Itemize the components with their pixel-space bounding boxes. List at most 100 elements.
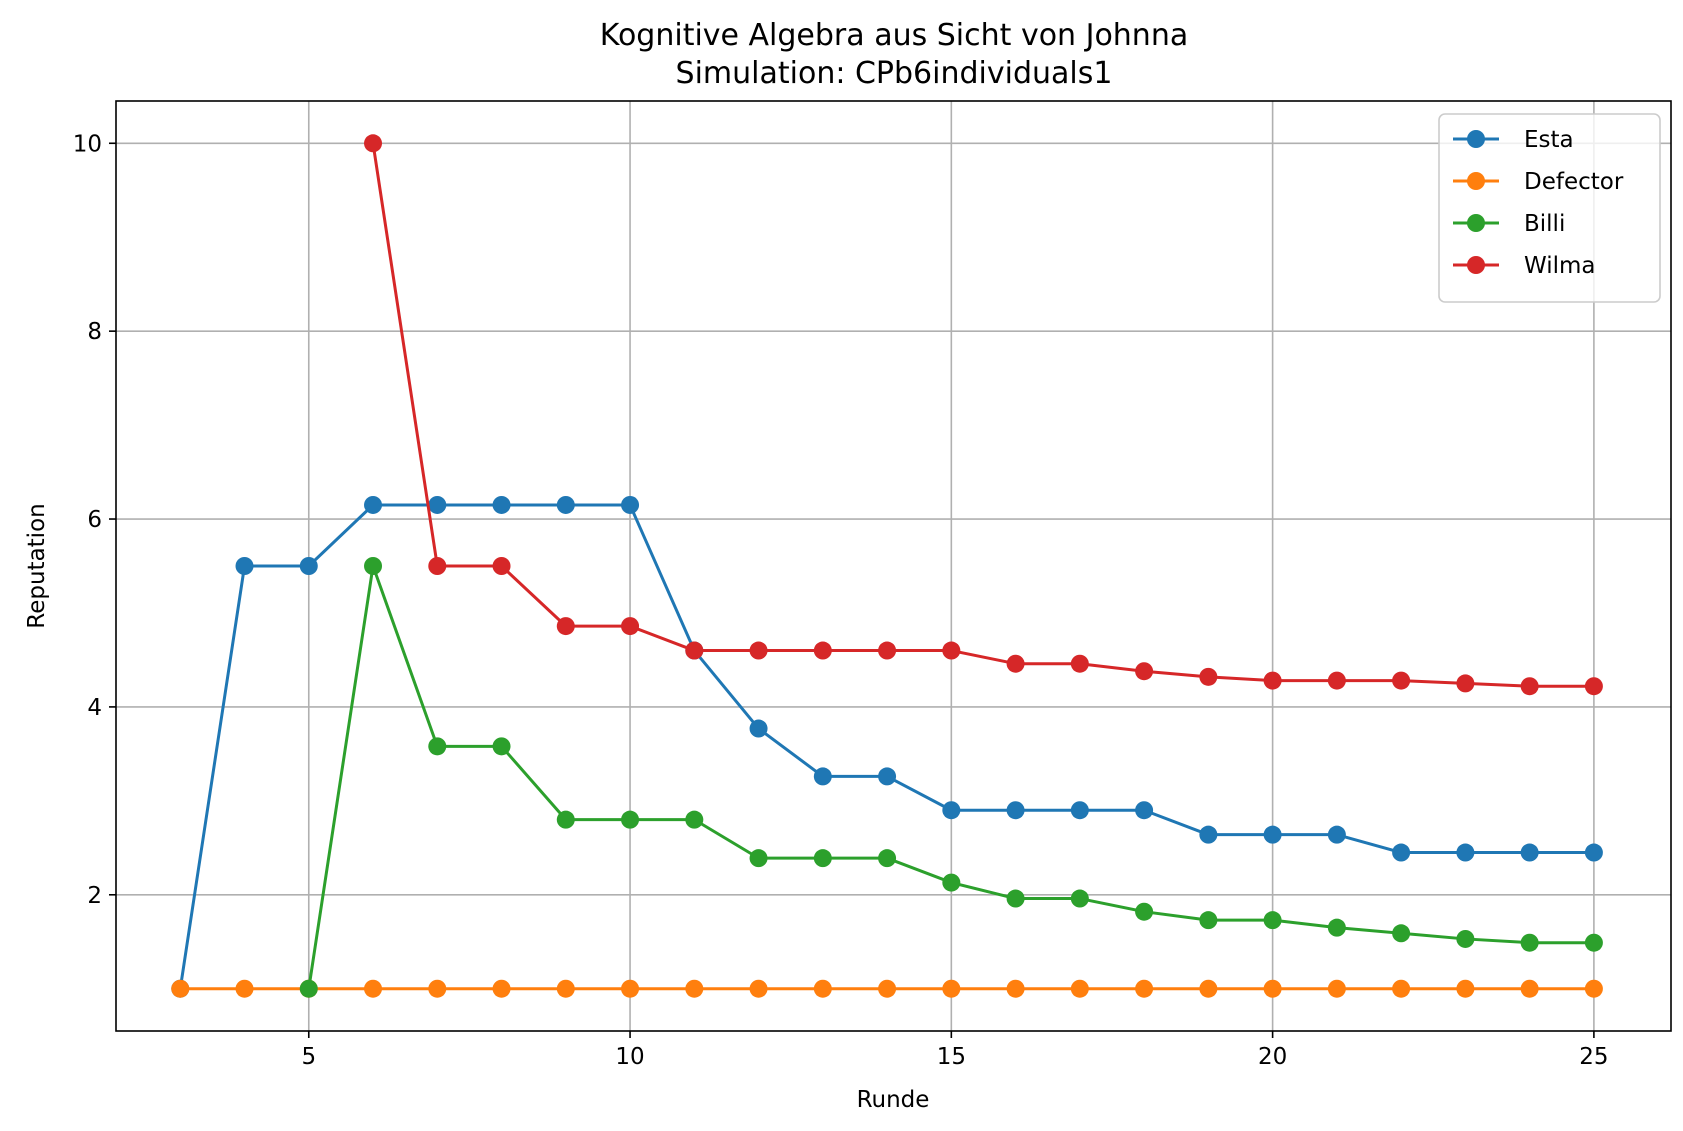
data-point-esta [749,719,768,738]
data-point-defector [1070,979,1089,998]
data-point-defector [1135,979,1154,998]
data-point-defector [428,979,447,998]
series-line-esta [178,503,1594,989]
legend-label-wilma: Wilma [1524,253,1596,279]
data-point-defector [1199,979,1218,998]
data-point-esta [942,801,961,820]
data-point-esta [1135,801,1154,820]
data-point-esta [878,767,897,786]
data-point-defector [878,979,897,998]
data-point-esta [1584,843,1603,862]
data-point-esta [428,495,447,514]
series-line-wilma [371,143,1594,688]
data-point-wilma [1456,674,1475,693]
data-point-billi [492,737,511,756]
data-point-esta [235,557,254,575]
data-point-wilma [749,641,768,660]
data-point-wilma [1263,671,1282,690]
data-point-defector [364,979,383,998]
grid-lines [116,101,1671,1031]
data-point-esta [1006,801,1025,820]
data-point-wilma [1135,662,1154,681]
legend-label-esta: Esta [1524,127,1574,153]
y-tick-label: 2 [87,883,102,909]
legend-marker-defector [1467,172,1485,190]
data-point-wilma [685,641,704,660]
data-point-defector [621,979,640,998]
data-point-esta [813,767,832,786]
data-point-esta [1070,801,1089,820]
legend-marker-billi [1467,214,1485,232]
data-point-defector [492,979,511,998]
data-point-esta [1263,825,1282,844]
data-point-esta [364,495,383,514]
data-point-defector [685,979,704,998]
data-point-esta [1199,825,1218,844]
data-point-wilma [428,557,447,575]
data-point-defector [1327,979,1346,998]
data-point-defector [813,979,832,998]
data-point-billi [1263,911,1282,930]
chart-subtitle: Simulation: CPb6individuals1 [676,56,1113,91]
data-point-defector [1006,979,1025,998]
y-axis-ticks: 2 4 6 8 10 [73,131,116,909]
data-point-billi [685,810,704,829]
data-point-defector [749,979,768,998]
legend-item-esta: Esta [1453,127,1574,153]
series-esta [171,495,1603,998]
x-tick-label: 5 [301,1044,316,1070]
data-point-esta [492,495,511,514]
y-tick-label: 6 [87,507,102,533]
data-point-defector [556,979,575,998]
legend-label-billi: Billi [1524,211,1565,237]
data-point-esta [621,495,640,514]
data-point-esta [1520,843,1539,862]
series-defector [171,979,1603,998]
legend-label-defector: Defector [1524,169,1624,195]
plot-frame [115,100,1672,1032]
x-tick-label: 10 [615,1044,644,1070]
data-point-billi [1392,924,1411,943]
data-point-billi [299,979,318,998]
legend-box [1438,113,1661,303]
data-point-billi [1327,918,1346,937]
data-point-esta [299,557,318,575]
data-point-billi [1135,902,1154,921]
data-point-defector [1584,979,1603,998]
data-point-wilma [1392,671,1411,690]
series-billi [299,557,1603,998]
x-axis-ticks: 5 10 15 20 25 [301,1031,1609,1070]
data-point-wilma [1070,654,1089,673]
data-point-defector [942,979,961,998]
data-point-billi [1070,889,1089,908]
y-tick-label: 10 [73,131,102,157]
series-wilma [364,134,1603,696]
data-point-wilma [621,617,640,636]
data-point-esta [556,495,575,514]
data-point-billi [1520,933,1539,952]
legend-marker-wilma [1467,256,1485,274]
data-point-billi [364,557,383,575]
data-point-billi [1456,929,1475,948]
data-point-billi [813,849,832,868]
y-tick-label: 4 [87,695,102,721]
legend-item-wilma: Wilma [1453,253,1596,279]
data-point-billi [1584,933,1603,952]
data-point-wilma [1006,654,1025,673]
chart-title: Kognitive Algebra aus Sicht von Johnna [600,18,1188,53]
data-point-defector [1520,979,1539,998]
data-point-wilma [1584,677,1603,696]
data-point-billi [556,810,575,829]
data-point-billi [1199,911,1218,930]
y-axis-label: Reputation [24,503,50,628]
data-point-billi [942,873,961,892]
data-point-billi [878,849,897,868]
data-point-wilma [813,641,832,660]
x-tick-label: 20 [1258,1044,1287,1070]
legend: Esta Defector Billi Wilma [1438,113,1661,303]
data-point-wilma [1520,677,1539,696]
data-point-defector [171,979,190,998]
data-point-defector [1456,979,1475,998]
data-point-billi [621,810,640,829]
